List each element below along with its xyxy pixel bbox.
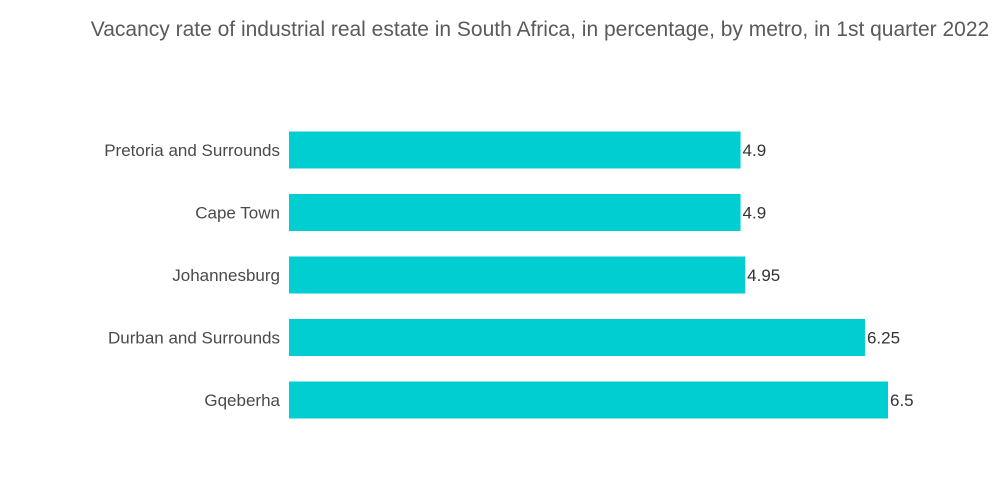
bar-pretoria-and-surrounds <box>289 131 741 169</box>
value-label: 6.25 <box>867 329 900 348</box>
bars-group <box>289 131 888 419</box>
value-label: 6.5 <box>890 391 914 410</box>
category-label: Pretoria and Surrounds <box>104 141 280 160</box>
category-label: Durban and Surrounds <box>108 329 280 348</box>
bar-gqeberha <box>289 381 888 419</box>
category-label: Johannesburg <box>172 266 280 285</box>
bar-durban-and-surrounds <box>289 319 865 356</box>
category-label: Cape Town <box>195 204 280 223</box>
bar-johannesburg <box>289 256 746 294</box>
value-label: 4.9 <box>743 204 767 223</box>
chart-title: Vacancy rate of industrial real estate i… <box>90 18 990 41</box>
category-labels-group: Pretoria and Surrounds Cape Town Johannesb… <box>104 141 280 410</box>
value-label: 4.95 <box>747 266 780 285</box>
bar-cape-town <box>289 194 741 231</box>
value-label: 4.9 <box>743 141 767 160</box>
value-labels-group: 4.9 4.9 4.95 6.25 6.5 <box>743 141 914 410</box>
category-label: Gqeberha <box>204 391 280 410</box>
